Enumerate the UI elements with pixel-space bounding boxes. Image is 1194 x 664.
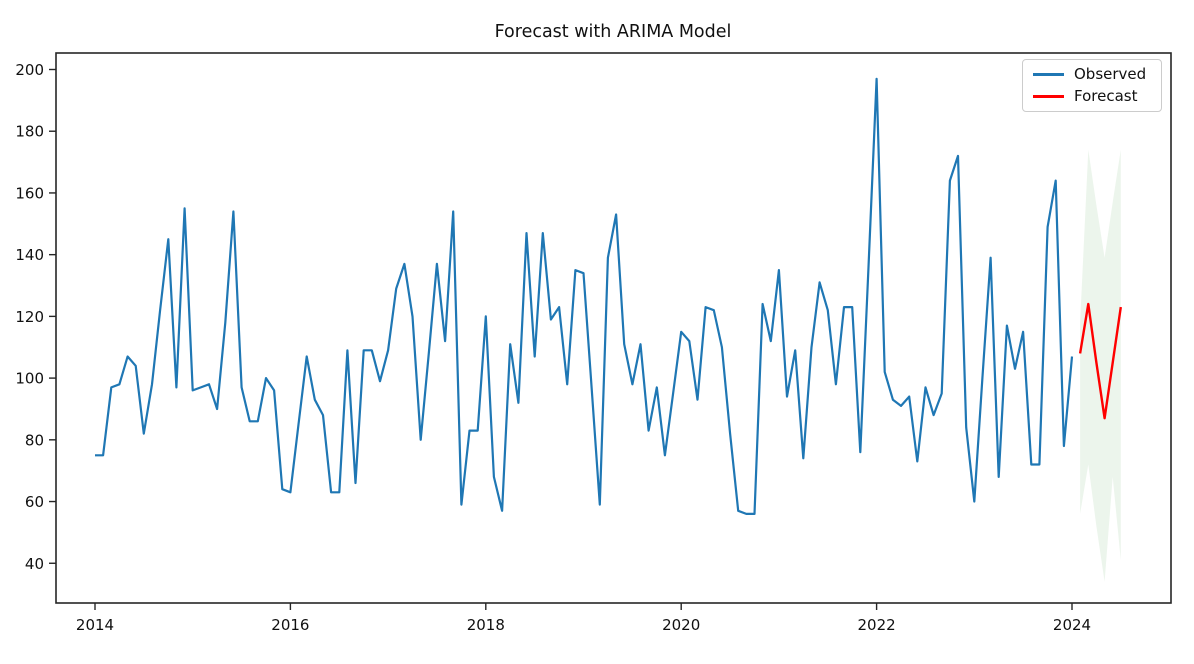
forecast-line <box>1078 302 1122 420</box>
y-tick-label: 80 <box>25 431 44 449</box>
y-tick-label: 120 <box>15 308 44 326</box>
confidence-band <box>1080 149 1121 582</box>
y-tick-label: 160 <box>15 184 44 202</box>
x-tick-label: 2024 <box>1053 616 1091 634</box>
y-tick-label: 40 <box>25 555 44 573</box>
y-tick-label: 100 <box>15 370 44 388</box>
y-tick-label: 60 <box>25 493 44 511</box>
legend-label-observed: Observed <box>1074 65 1147 83</box>
chart-title: Forecast with ARIMA Model <box>495 22 732 42</box>
x-tick-label: 2014 <box>76 616 114 634</box>
x-tick-label: 2016 <box>271 616 309 634</box>
plot-border <box>55 52 1172 604</box>
y-tick-label: 180 <box>15 123 44 141</box>
forecast-line-swatch <box>1033 95 1064 98</box>
x-tick-label: 2018 <box>467 616 505 634</box>
plot-area: 2014 2016 2018 2020 2022 2024 40 60 80 100 120 140 1… <box>15 52 1172 634</box>
x-tick-label: 2020 <box>662 616 700 634</box>
legend-label-forecast: Forecast <box>1074 87 1138 105</box>
legend: Observed Forecast <box>1022 59 1162 112</box>
y-tick-label: 140 <box>15 246 44 264</box>
observed-line <box>95 77 1074 516</box>
legend-item-observed: Observed <box>1033 67 1151 82</box>
observed-line-swatch <box>1033 73 1064 76</box>
x-tick-label: 2022 <box>858 616 896 634</box>
legend-item-forecast: Forecast <box>1033 89 1151 104</box>
y-tick-label: 200 <box>15 61 44 79</box>
